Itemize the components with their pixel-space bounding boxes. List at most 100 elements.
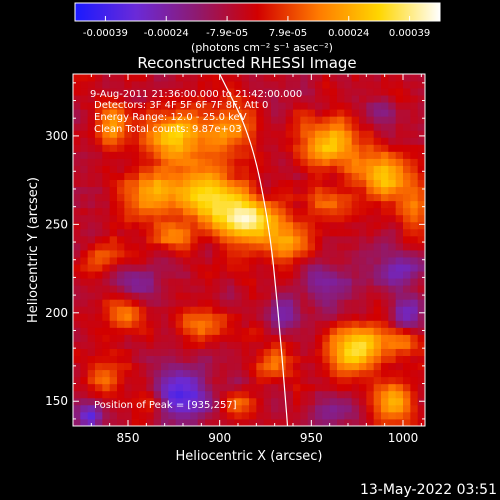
heatmap-cell: [263, 299, 272, 307]
heatmap-cell: [95, 397, 103, 406]
heatmap-cell: [307, 341, 316, 349]
heatmap-cell: [109, 144, 118, 152]
heatmap-cell: [95, 341, 103, 349]
heatmap-cell: [359, 109, 367, 117]
heatmap-cell: [293, 376, 301, 385]
heatmap-cell: [256, 200, 265, 209]
heatmap-cell: [117, 369, 125, 378]
heatmap-cell: [241, 172, 250, 180]
heatmap-cell: [197, 102, 206, 110]
heatmap-cell: [146, 130, 155, 138]
heatmap-cell: [293, 348, 301, 356]
heatmap-cell: [175, 186, 184, 195]
heatmap-cell: [315, 418, 323, 426]
heatmap-cell: [410, 228, 419, 237]
heatmap-cell: [212, 383, 221, 392]
heatmap-cell: [381, 116, 389, 124]
heatmap-cell: [168, 390, 177, 399]
heatmap-cell: [139, 257, 147, 265]
heatmap-cell: [381, 109, 389, 117]
heatmap-cell: [271, 390, 279, 399]
heatmap-cell: [359, 179, 367, 188]
heatmap-cell: [153, 81, 162, 89]
heatmap-cell: [146, 207, 155, 216]
heatmap-cell: [271, 348, 279, 356]
heatmap-cell: [395, 95, 404, 103]
heatmap-cell: [80, 172, 89, 180]
heatmap-cell: [403, 123, 411, 131]
heatmap-cell: [95, 81, 103, 89]
heatmap-cell: [263, 242, 272, 251]
heatmap-cell: [139, 383, 147, 392]
heatmap-cell: [219, 95, 228, 103]
heatmap-cell: [73, 355, 81, 364]
heatmap-cell: [205, 221, 213, 230]
heatmap-cell: [337, 250, 345, 258]
heatmap-cell: [403, 172, 411, 180]
heatmap-cell: [381, 144, 389, 152]
heatmap-cell: [351, 411, 360, 420]
heatmap-cell: [249, 348, 257, 356]
heatmap-cell: [102, 383, 111, 392]
heatmap-cell: [234, 158, 243, 166]
heatmap-cell: [212, 123, 221, 131]
heatmap-cell: [205, 250, 213, 258]
heatmap-cell: [351, 193, 360, 202]
heatmap-cell: [234, 390, 243, 399]
heatmap-cell: [197, 299, 206, 307]
heatmap-cell: [337, 327, 345, 335]
heatmap-cell: [344, 362, 353, 371]
heatmap-cell: [241, 109, 250, 117]
heatmap-cell: [403, 214, 411, 223]
heatmap-cell: [300, 123, 309, 131]
heatmap-cell: [102, 109, 111, 117]
heatmap-cell: [80, 102, 89, 110]
heatmap-cell: [102, 102, 111, 110]
heatmap-cell: [315, 137, 323, 145]
heatmap-cell: [322, 285, 331, 293]
heatmap-cell: [219, 165, 228, 173]
heatmap-cell: [315, 242, 323, 251]
heatmap-cell: [131, 418, 140, 426]
heatmap-cell: [322, 151, 331, 159]
heatmap-cell: [329, 242, 338, 251]
heatmap-cell: [241, 355, 250, 364]
heatmap-cell: [117, 348, 125, 356]
heatmap-cell: [95, 348, 103, 356]
heatmap-cell: [219, 411, 228, 420]
heatmap-cell: [197, 144, 206, 152]
heatmap-cell: [271, 74, 279, 82]
heatmap-cell: [293, 299, 301, 307]
heatmap-cell: [351, 376, 360, 385]
heatmap-cell: [153, 271, 162, 279]
heatmap-cell: [373, 123, 382, 131]
heatmap-cell: [168, 151, 177, 159]
heatmap-cell: [153, 214, 162, 223]
heatmap-cell: [337, 74, 345, 82]
heatmap-cell: [205, 193, 213, 202]
heatmap-cell: [249, 341, 257, 349]
colorbar-gradient: [75, 3, 440, 21]
heatmap-cell: [329, 271, 338, 279]
heatmap-cell: [263, 250, 272, 258]
heatmap-cell: [249, 165, 257, 173]
heatmap-cell: [124, 144, 133, 152]
heatmap-cell: [373, 242, 382, 251]
heatmap-cell: [183, 271, 191, 279]
heatmap-cell: [197, 109, 206, 117]
heatmap-cell: [366, 123, 375, 131]
heatmap-cell: [249, 299, 257, 307]
heatmap-cell: [190, 411, 199, 420]
heatmap-cell: [102, 158, 111, 166]
heatmap-cell: [146, 313, 155, 321]
heatmap-cell: [256, 355, 265, 364]
heatmap-cell: [381, 341, 389, 349]
heatmap-cell: [190, 81, 199, 89]
heatmap-cell: [278, 327, 287, 335]
heatmap-cell: [263, 95, 272, 103]
heatmap-cell: [175, 278, 184, 286]
heatmap-cell: [139, 411, 147, 420]
heatmap-cell: [212, 327, 221, 335]
heatmap-cell: [241, 179, 250, 188]
heatmap-cell: [300, 102, 309, 110]
